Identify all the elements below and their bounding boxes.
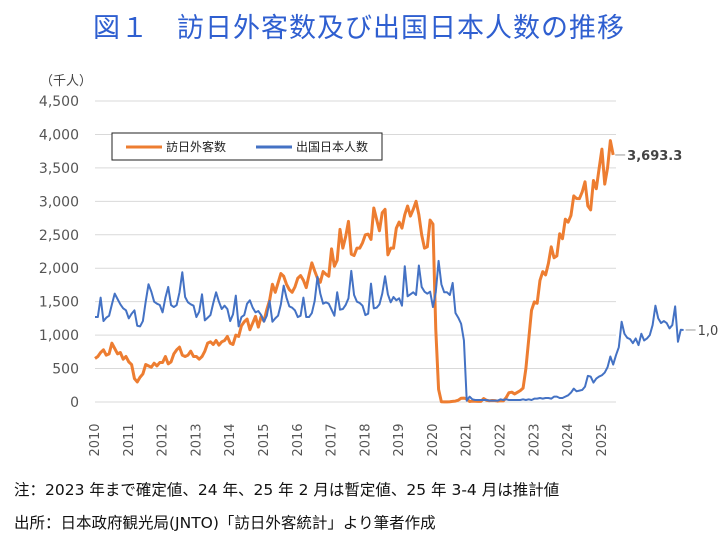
end-labels: 3,693.3 1,076.8 (615, 149, 718, 339)
x-tick-label: 2020 (426, 423, 441, 456)
y-tick-label: 0 (70, 395, 79, 411)
end-label: 1,076.8 (698, 324, 718, 339)
legend-box (111, 132, 383, 161)
series-lines (94, 139, 684, 404)
y-tick-label: 500 (52, 362, 79, 378)
x-tick-label: 2024 (561, 423, 576, 456)
legend-entry: 出国日本人数 (296, 139, 368, 154)
y-tick-label: 2,500 (39, 228, 79, 244)
x-tick-label: 2013 (189, 423, 204, 456)
x-tick-label: 2010 (88, 423, 103, 456)
x-tick-label: 2016 (291, 423, 306, 456)
end-label: 3,693.3 (627, 149, 682, 164)
x-axis-tick-labels: 2010 2011 2012 2013 2014 2015 2016 2017 2018 2019… (88, 423, 610, 456)
y-tick-label: 4,000 (39, 127, 79, 143)
x-tick-label: 2025 (595, 423, 610, 456)
y-tick-label: 4,500 (39, 94, 79, 110)
x-tick-label: 2021 (460, 423, 475, 456)
x-tick-label: 2017 (325, 423, 340, 456)
series-line-departures (95, 259, 684, 402)
series-line-visitors (94, 139, 615, 404)
y-axis-unit-label: （千人） (40, 74, 92, 89)
y-tick-label: 3,500 (39, 161, 79, 177)
y-tick-label: 1,500 (39, 295, 79, 311)
x-tick-label: 2012 (156, 423, 171, 456)
line-chart: 0 500 1,000 1,500 2,000 2,500 3,000 3,500 4,000 4… (39, 74, 718, 457)
x-tick-label: 2019 (392, 423, 407, 456)
x-tick-label: 2014 (223, 423, 238, 456)
x-tick-label: 2023 (527, 423, 542, 456)
y-axis-tick-labels: 0 500 1,000 1,500 2,000 2,500 3,000 3,500 4,000 4… (39, 94, 79, 411)
x-tick-label: 2022 (494, 423, 509, 456)
page-title: 図１ 訪日外客数及び出国日本人数の推移 (93, 13, 625, 44)
source-footnote: 出所：日本政府観光局(JNTO)「訪日外客統計」より筆者作成 (14, 514, 436, 532)
note-footnote: 注：2023 年まで確定値、24 年、25 年 2 月は暫定値、25 年 3-4… (14, 481, 560, 499)
legend: 訪日外客数 出国日本人数 (111, 132, 383, 161)
x-tick-label: 2011 (122, 423, 137, 456)
x-tick-label: 2018 (358, 423, 373, 456)
y-tick-label: 2,000 (39, 261, 79, 277)
legend-entry: 訪日外客数 (166, 139, 226, 154)
y-tick-label: 3,000 (39, 194, 79, 210)
y-tick-label: 1,000 (39, 328, 79, 344)
x-tick-label: 2015 (257, 423, 272, 456)
